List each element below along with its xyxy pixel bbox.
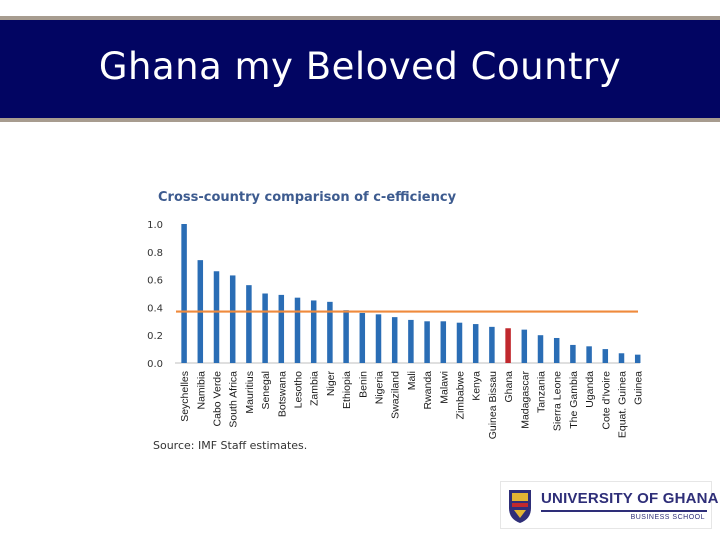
x-tick-label: Cote d'Ivoire <box>600 371 612 430</box>
x-tick-label: The Gambia <box>568 371 580 429</box>
x-tick-label: Malawi <box>438 371 450 404</box>
university-name: UNIVERSITY OF GHANA <box>541 490 719 507</box>
bar-series <box>181 224 641 363</box>
c-efficiency-chart: Cross-country comparison of c-efficiency… <box>147 190 645 452</box>
business-school-label: BUSINESS SCHOOL <box>630 514 705 521</box>
bar <box>456 322 463 363</box>
bar <box>181 224 187 363</box>
x-axis-labels: Seychelles Namibia Cabo Verde South Africa M… <box>179 370 645 439</box>
bar <box>634 354 641 363</box>
bar <box>343 310 349 363</box>
x-tick-label: Sierra Leone <box>552 371 564 431</box>
x-tick-label: Nigeria <box>374 371 386 404</box>
y-tick-label: 0.0 <box>147 359 163 370</box>
logo-rule <box>541 510 707 512</box>
bar <box>408 319 414 363</box>
x-tick-label: Uganda <box>584 371 596 408</box>
bar <box>472 324 479 363</box>
x-tick-label: Cabo Verde <box>212 371 224 427</box>
slide-title: Ghana my Beloved Country <box>98 45 622 88</box>
bar <box>310 300 317 363</box>
bar <box>505 328 511 363</box>
bar <box>586 346 592 363</box>
bar <box>521 329 528 363</box>
x-tick-label: Guinea Bissau <box>487 371 499 439</box>
chart-title: Cross-country comparison of c-efficiency <box>158 190 457 205</box>
y-axis: 1.0 0.8 0.6 0.4 0.2 0.0 <box>147 220 163 370</box>
x-tick-label: Zimbabwe <box>455 371 467 420</box>
y-tick-label: 0.6 <box>147 276 163 287</box>
bar <box>424 321 430 363</box>
x-tick-label: Lesotho <box>293 371 305 409</box>
x-tick-label: Botswana <box>276 371 288 417</box>
y-tick-label: 0.8 <box>147 248 163 259</box>
university-logo: UNIVERSITY OF GHANA BUSINESS SCHOOL <box>500 481 719 529</box>
y-tick-label: 0.4 <box>147 303 163 314</box>
x-tick-label: Tanzania <box>536 371 548 413</box>
x-tick-label: Madagascar <box>519 370 531 428</box>
x-tick-label: South Africa <box>228 371 240 428</box>
x-tick-label: Rwanda <box>422 371 434 410</box>
bar <box>278 294 285 363</box>
title-band-bottom-rule <box>0 118 720 122</box>
bar <box>262 293 268 363</box>
bar <box>294 297 301 363</box>
x-tick-label: Kenya <box>471 371 483 401</box>
x-tick-label: Equat. Guinea <box>617 371 629 438</box>
bar <box>602 349 609 363</box>
x-tick-label: Senegal <box>260 371 272 410</box>
x-tick-label: Ethiopia <box>341 371 353 409</box>
title-band: Ghana my Beloved Country <box>0 16 720 122</box>
x-tick-label: Niger <box>325 370 337 396</box>
bar <box>570 344 576 363</box>
bar <box>440 321 447 363</box>
bar <box>359 312 366 363</box>
bar <box>391 317 398 363</box>
y-tick-label: 1.0 <box>147 220 163 231</box>
y-tick-label: 0.2 <box>147 331 163 342</box>
bar <box>489 326 495 363</box>
bar <box>375 314 382 363</box>
bar <box>537 335 544 363</box>
x-tick-label: Namibia <box>195 371 207 410</box>
title-band-fill <box>0 20 720 118</box>
bar <box>213 271 220 363</box>
x-tick-label: Benin <box>357 371 369 398</box>
title-band-top-rule <box>0 16 720 20</box>
bar <box>327 301 333 363</box>
bar <box>553 337 560 363</box>
crest-icon <box>509 490 531 523</box>
x-tick-label: Seychelles <box>179 371 191 422</box>
source-note: Source: IMF Staff estimates. <box>153 439 307 452</box>
x-tick-label: Mali <box>406 371 418 390</box>
bar <box>229 275 236 363</box>
bar <box>618 353 625 363</box>
x-tick-label: Swaziland <box>390 371 402 419</box>
x-tick-label: Zambia <box>309 371 321 406</box>
bar <box>246 285 252 363</box>
x-tick-label: Ghana <box>503 371 515 403</box>
x-tick-label: Guinea <box>633 371 645 405</box>
x-tick-label: Mauritius <box>244 371 256 414</box>
